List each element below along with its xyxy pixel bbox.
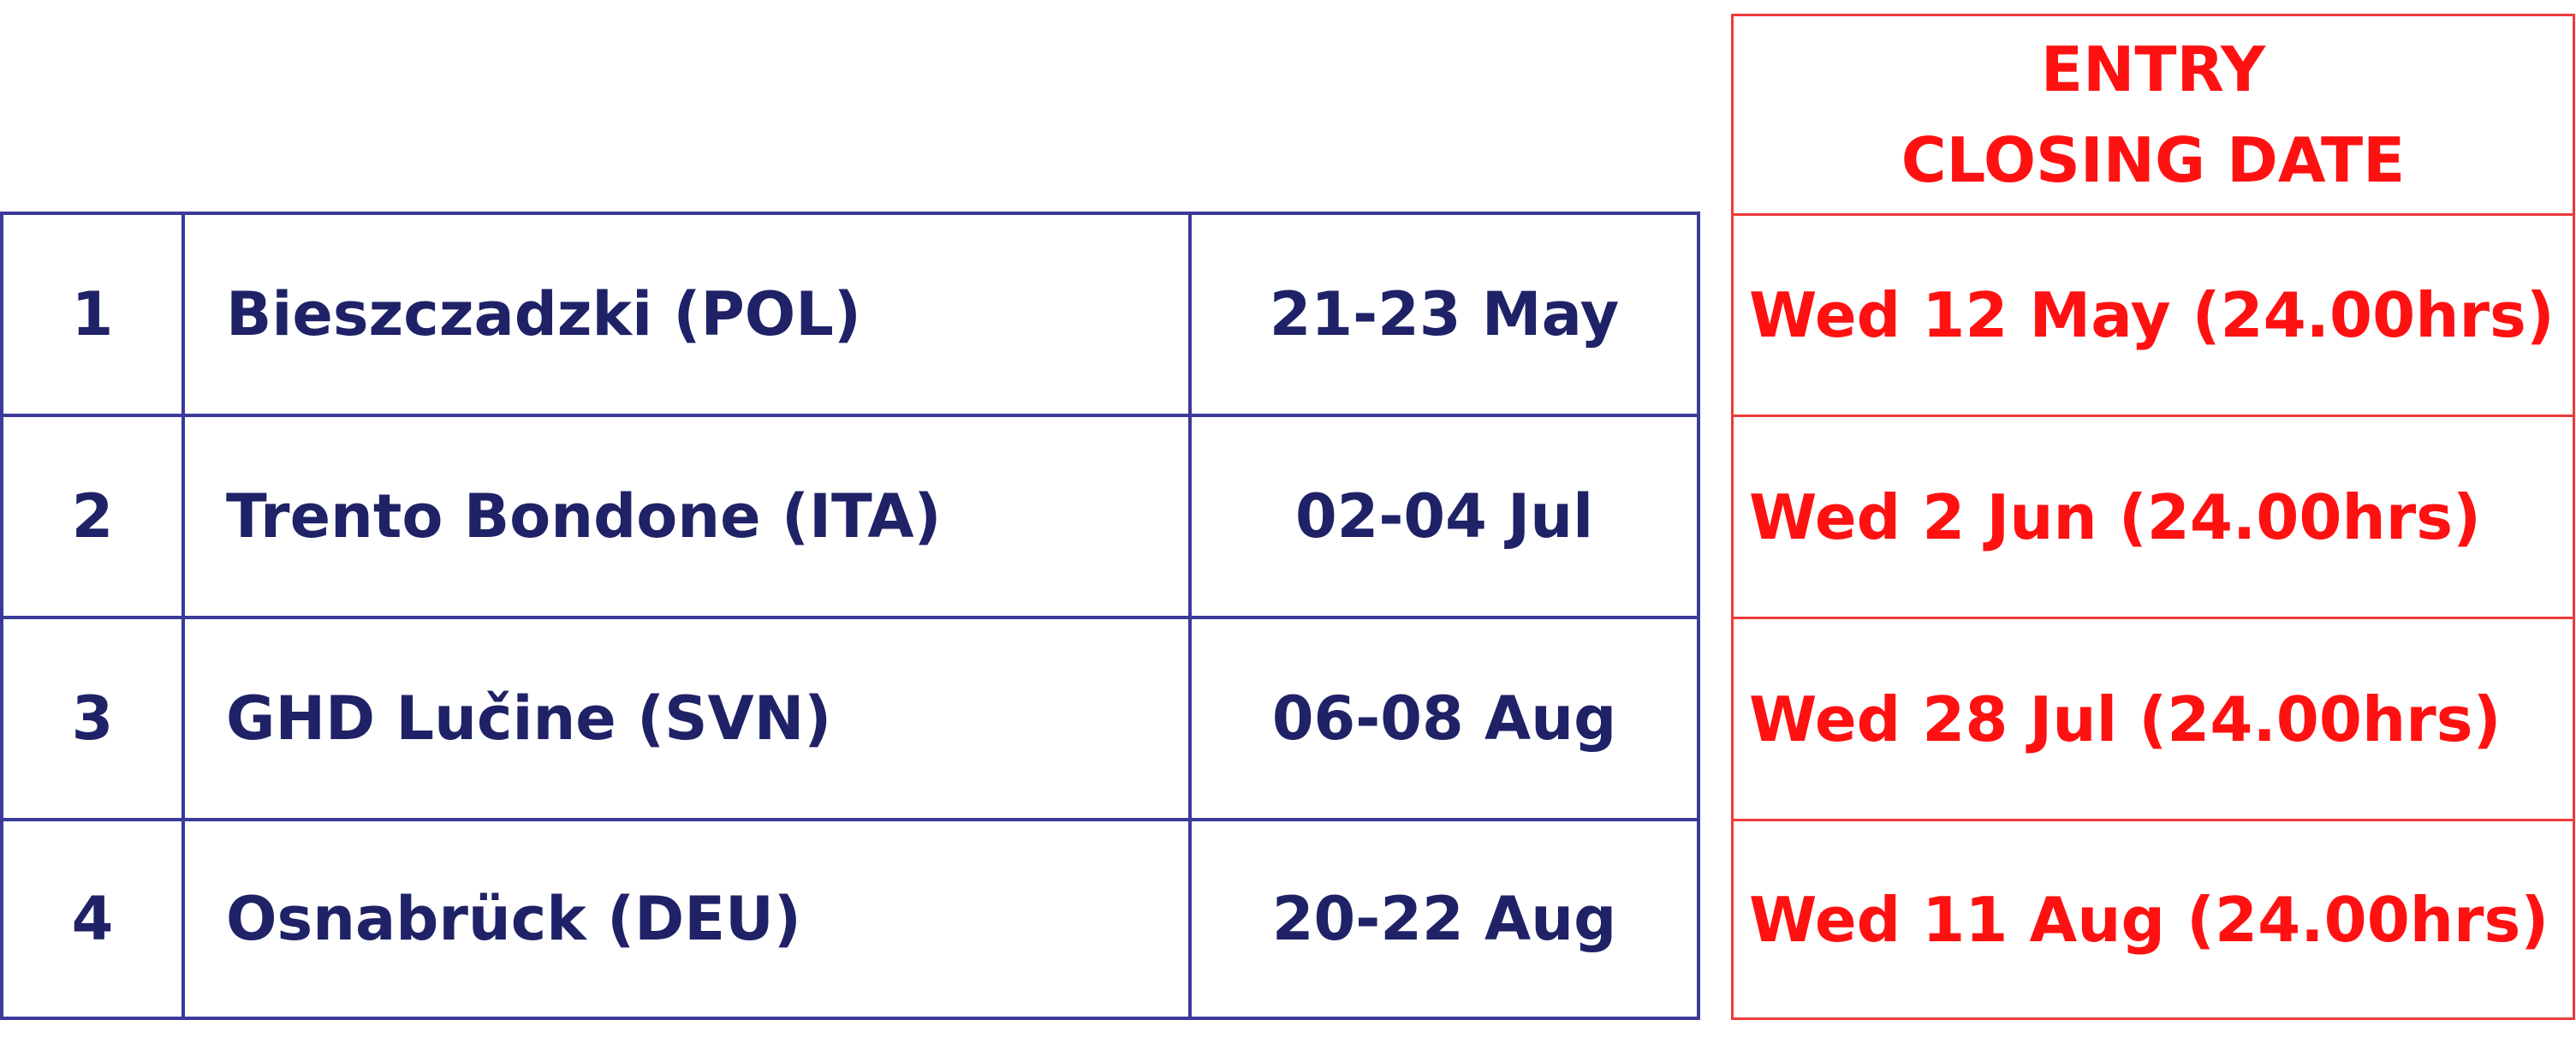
event-dates: 06-08 Aug (1188, 616, 1700, 821)
event-dates: 21-23 May (1188, 212, 1700, 417)
closing-date: Wed 12 May (24.00hrs) (1731, 213, 2575, 417)
event-number: 1 (0, 212, 185, 417)
venue-name: Trento Bondone (ITA) (181, 414, 1192, 619)
event-number: 4 (0, 818, 185, 1020)
venue-name: GHD Lučine (SVN) (181, 616, 1192, 821)
event-number: 3 (0, 616, 185, 821)
closing-date-header: ENTRY CLOSING DATE (1731, 14, 2575, 216)
closing-date: Wed 11 Aug (24.00hrs) (1731, 819, 2575, 1020)
event-dates: 20-22 Aug (1188, 818, 1700, 1020)
closing-date-header-line1: ENTRY (2040, 33, 2266, 105)
event-dates: 02-04 Jul (1188, 414, 1700, 619)
closing-date-header-line2: CLOSING DATE (1901, 124, 2406, 196)
closing-date: Wed 28 Jul (24.00hrs) (1731, 617, 2575, 821)
closing-date: Wed 2 Jun (24.00hrs) (1731, 415, 2575, 619)
venue-name: Osnabrück (DEU) (181, 818, 1192, 1020)
venue-name: Bieszczadzki (POL) (181, 212, 1192, 417)
event-number: 2 (0, 414, 185, 619)
